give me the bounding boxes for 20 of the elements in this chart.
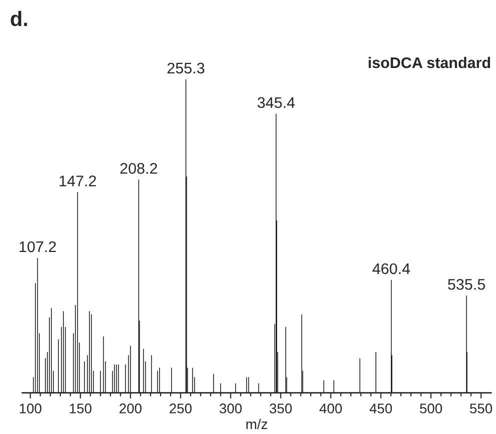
annotation: 107.2 [20, 241, 56, 252]
x-tick-label: 500 [420, 404, 442, 414]
annotation: 535.5 [448, 278, 485, 290]
chart-subtitle: isoDCA standard [368, 56, 490, 68]
x-tick-label: 250 [170, 404, 192, 414]
x-tick-label: 400 [320, 404, 342, 414]
annotation: 208.2 [120, 163, 158, 174]
x-tick-label: 450 [370, 404, 392, 414]
annotation: 345.4 [258, 97, 295, 108]
x-tick-label: 200 [120, 404, 142, 414]
annotation: 147.2 [60, 176, 96, 186]
x-tick-label: 150 [70, 404, 92, 414]
x-tick-label: 300 [220, 404, 242, 414]
x-axis-title: m/z [246, 418, 268, 430]
x-tick-label: 350 [270, 404, 292, 414]
x-tick-label: 100 [20, 404, 42, 414]
x-tick-label: 550 [470, 404, 492, 414]
annotation: 460.4 [372, 263, 410, 274]
chart-title: d. [10, 10, 27, 26]
annotation: 255.3 [168, 62, 204, 74]
